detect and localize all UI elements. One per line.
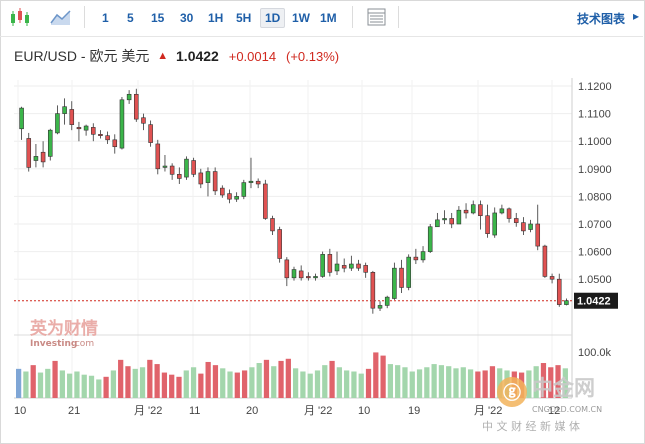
instrument-header: EUR/USD - 欧元 美元 ▲ 1.0422 +0.0014 (+0.13%… [14,46,339,66]
timeframe-1m[interactable]: 1M [320,11,337,25]
technical-chart-link[interactable]: 技术图表 [576,12,625,26]
price-change: +0.0014 [228,48,277,64]
toolbar-divider [352,6,353,28]
toolbar-divider [398,6,399,28]
chart-toolbar: 1 5 15 30 1H 5H 1D 1W 1M 技术图表 ▸ [0,0,643,37]
timeframe-1h[interactable]: 1H [208,11,224,25]
timeframe-5h[interactable]: 5H [236,11,252,25]
instrument-name: EUR/USD - 欧元 美元 [14,48,150,64]
up-arrow-icon: ▲ [157,50,169,62]
timeframe-1d[interactable]: 1D [260,8,286,28]
timeframe-5[interactable]: 5 [127,11,134,25]
table-view-icon[interactable] [364,6,390,28]
timeframe-1w[interactable]: 1W [292,11,310,25]
chevron-right-icon: ▸ [632,9,639,23]
toolbar-divider [84,6,85,28]
price-change-percent: (+0.13%) [285,48,340,64]
last-price: 1.0422 [176,48,219,64]
timeframe-30[interactable]: 30 [180,11,194,25]
timeframe-1[interactable]: 1 [102,11,109,25]
area-chart-type-icon[interactable] [48,6,74,28]
timeframe-15[interactable]: 15 [151,11,165,25]
candlestick-chart-type-icon[interactable] [8,6,34,28]
